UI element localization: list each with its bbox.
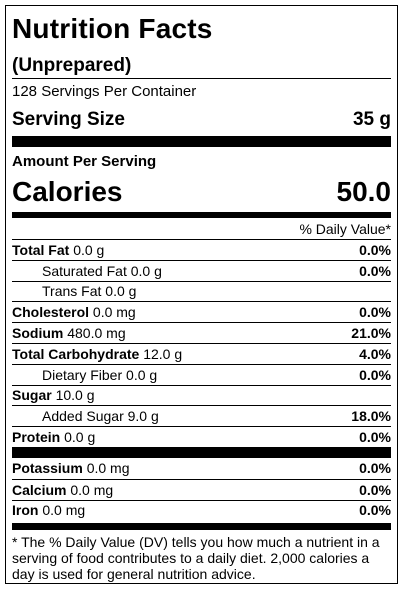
nutrient-name: Sugar (12, 387, 52, 404)
daily-value-header: % Daily Value* (299, 221, 391, 237)
serving-size-label: Serving Size (12, 109, 125, 130)
nutrient-amount: 10.0 g (55, 387, 95, 404)
thick-divider (12, 136, 391, 147)
nutrient-name: Added Sugar (42, 408, 124, 425)
nutrient-dv: 0.0% (359, 241, 391, 258)
nutrient-dv: 0.0% (359, 460, 391, 477)
nutrient-dv: 0.0% (359, 262, 391, 279)
nutrient-amount: 12.0 g (143, 345, 183, 362)
nutrient-row-total-fat: Total Fat 0.0 g 0.0% (12, 239, 391, 260)
nutrient-row-dietary-fiber: Dietary Fiber 0.0 g 0.0% (12, 363, 391, 385)
serving-size-row: Serving Size 35 g (12, 108, 391, 132)
nutrient-amount: 0.0 g (73, 241, 105, 258)
nutrient-amount: 0.0 mg (92, 304, 136, 321)
nutrient-dv: 0.0% (359, 502, 391, 519)
nutrition-facts-panel: Nutrition Facts (Unprepared) 128 Serving… (5, 5, 398, 584)
nutrient-row-added-sugar: Added Sugar 9.0 g 18.0% (12, 405, 391, 426)
nutrient-row-trans-fat: Trans Fat 0.0 g (12, 280, 391, 302)
calories-row: Calories 50.0 (12, 175, 391, 209)
nutrient-dv: 0.0% (359, 481, 391, 498)
nutrient-row-protein: Protein 0.0 g 0.0% (12, 426, 391, 447)
serving-size-value: 35 g (352, 109, 391, 130)
nutrient-row-iron: Iron 0.0 mg 0.0% (12, 499, 391, 521)
nutrient-amount: 0.0 g (130, 262, 162, 279)
medium-divider (12, 523, 391, 530)
nutrient-dv: 18.0% (351, 408, 391, 425)
nutrition-title: Nutrition Facts (12, 13, 213, 44)
nutrient-name: Trans Fat (42, 283, 102, 300)
servings-per-container: 128 Servings Per Container (12, 83, 197, 100)
nutrient-amount: 0.0 mg (70, 481, 114, 498)
nutrient-dv: 0.0% (359, 429, 391, 446)
nutrient-row-saturated-fat: Saturated Fat 0.0 g 0.0% (12, 259, 391, 281)
nutrient-name: Sodium (12, 325, 64, 342)
calories-label: Calories (12, 176, 123, 207)
nutrient-amount: 0.0 g (64, 429, 96, 446)
nutrient-row-sodium: Sodium 480.0 mg 21.0% (12, 322, 391, 343)
nutrient-dv: 21.0% (351, 325, 391, 342)
nutrient-row-sugar: Sugar 10.0 g (12, 384, 391, 406)
nutrient-dv: 0.0% (359, 366, 391, 383)
nutrient-name: Saturated Fat (42, 262, 127, 279)
nutrient-name: Protein (12, 429, 61, 446)
nutrient-amount: 0.0 mg (42, 502, 86, 519)
medium-divider (12, 212, 391, 218)
daily-value-footnote: * The % Daily Value (DV) tells you how m… (12, 529, 391, 582)
calories-value: 50.0 (336, 176, 392, 207)
nutrient-name: Total Fat (12, 241, 70, 258)
nutrient-name: Dietary Fiber (42, 366, 123, 383)
nutrient-name: Iron (12, 502, 39, 519)
nutrient-amount: 0.0 g (126, 366, 158, 383)
nutrient-dv: 4.0% (359, 345, 391, 362)
amount-per-serving: Amount Per Serving (12, 153, 157, 170)
nutrient-row-total-carbohydrate: Total Carbohydrate 12.0 g 4.0% (12, 342, 391, 364)
divider (12, 78, 391, 79)
nutrient-name: Potassium (12, 460, 83, 477)
nutrient-amount: 0.0 g (105, 283, 137, 300)
nutrient-row-calcium: Calcium 0.0 mg 0.0% (12, 478, 391, 500)
thick-divider (12, 446, 391, 458)
preparation-subtitle: (Unprepared) (12, 55, 132, 76)
nutrient-name: Calcium (12, 481, 67, 498)
nutrient-row-potassium: Potassium 0.0 mg 0.0% (12, 458, 391, 479)
nutrient-amount: 480.0 mg (67, 325, 126, 342)
nutrient-amount: 0.0 mg (86, 460, 130, 477)
nutrient-dv: 0.0% (359, 304, 391, 321)
nutrient-amount: 9.0 g (127, 408, 159, 425)
nutrient-name: Total Carbohydrate (12, 345, 140, 362)
nutrient-name: Cholesterol (12, 304, 90, 321)
nutrient-row-cholesterol: Cholesterol 0.0 mg 0.0% (12, 301, 391, 322)
